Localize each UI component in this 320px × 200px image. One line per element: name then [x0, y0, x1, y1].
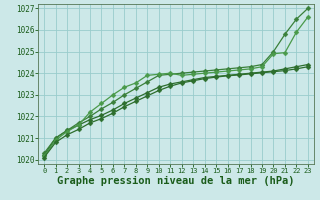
X-axis label: Graphe pression niveau de la mer (hPa): Graphe pression niveau de la mer (hPa) [57, 176, 295, 186]
